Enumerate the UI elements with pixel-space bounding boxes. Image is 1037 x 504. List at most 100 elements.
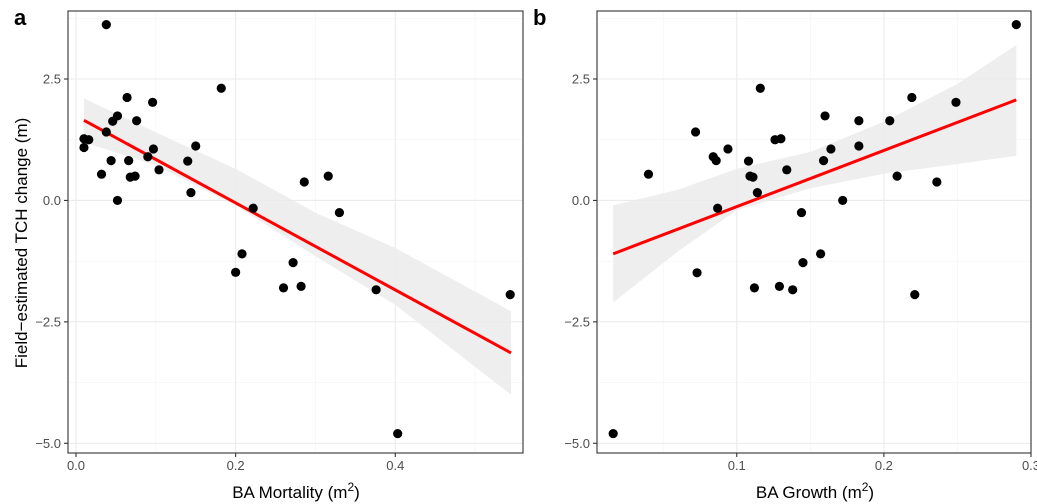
- panel-label-a: a: [14, 5, 27, 30]
- data-point-a-8: [112, 111, 123, 121]
- y-tick-label-b: −2.5: [564, 314, 590, 329]
- x-tick-label-b: 0.3: [1022, 458, 1037, 473]
- data-point-a-29: [299, 177, 309, 187]
- panel-border-a: [67, 10, 524, 454]
- data-point-a-24: [237, 249, 247, 259]
- x-axis-title-a-paren-open: (: [323, 483, 334, 502]
- regression-line-a: [83, 118, 512, 355]
- data-point-b-26: [854, 116, 864, 126]
- data-point-b-11: [749, 283, 760, 293]
- data-point-b-10: [748, 172, 758, 182]
- data-point-a-19: [183, 156, 193, 166]
- data-point-a-31: [334, 207, 345, 218]
- panel-border-b: [596, 10, 1032, 454]
- confidence-band-a: [83, 98, 512, 395]
- x-axis-title-a: BA Mortality (m2): [232, 480, 360, 502]
- data-point-a-0: [79, 142, 89, 153]
- data-point-b-2: [690, 127, 701, 137]
- x-axis-title-b: BA Growth (m2): [756, 480, 874, 502]
- data-point-b-31: [910, 290, 920, 300]
- confidence-band-b: [613, 45, 1017, 303]
- x-axis-title-a-unit: m: [333, 483, 347, 502]
- x-axis-title-b-text: BA Growth: [756, 483, 837, 502]
- y-tick-label-b: −5.0: [564, 436, 590, 451]
- data-point-b-7: [723, 144, 733, 154]
- y-tick-label-b: 2.5: [572, 72, 590, 87]
- data-point-a-6: [106, 156, 116, 166]
- x-axis-title-b-unit: m: [848, 483, 862, 502]
- y-tick-label-b: 0.0: [572, 193, 590, 208]
- data-point-a-33: [393, 428, 403, 439]
- panel-a-plot: 0.0 0.2 0.4 −5.0 −2.5 0.0 2.5: [35, 10, 524, 473]
- x-axis-title-b-paren-close: ): [868, 483, 874, 502]
- data-point-a-34: [505, 290, 515, 300]
- data-point-b-22: [818, 156, 829, 166]
- data-point-a-9: [112, 195, 123, 206]
- data-point-a-22: [216, 83, 226, 93]
- data-point-a-26: [278, 283, 289, 293]
- x-axis-title-b-paren-open: (: [837, 483, 848, 502]
- data-point-a-15: [143, 152, 153, 162]
- data-point-b-5: [711, 156, 721, 166]
- data-point-b-19: [796, 207, 807, 218]
- data-point-a-16: [148, 97, 158, 107]
- x-tick-label-a: 0.0: [67, 458, 85, 473]
- data-point-b-13: [755, 83, 765, 93]
- data-point-a-32: [371, 285, 381, 295]
- data-point-a-5: [101, 127, 111, 137]
- data-point-b-32: [932, 177, 942, 187]
- data-point-b-15: [774, 281, 785, 291]
- y-tick-label-a: 2.5: [43, 72, 61, 87]
- data-point-b-29: [892, 171, 902, 181]
- data-point-a-11: [124, 156, 134, 166]
- data-point-a-18: [154, 165, 164, 175]
- regression-line-b: [612, 98, 1017, 256]
- data-point-b-18: [788, 285, 798, 295]
- data-point-a-21: [191, 141, 201, 151]
- data-point-a-2: [84, 135, 94, 145]
- x-tick-label-b: 0.1: [728, 458, 746, 473]
- panel-b-plot: 0.1 0.2 0.3 −5.0 −2.5 0.0 2.5: [564, 10, 1037, 473]
- data-point-b-8: [743, 156, 754, 166]
- data-point-b-33: [951, 97, 961, 107]
- data-point-a-20: [186, 188, 196, 198]
- data-point-a-23: [231, 267, 241, 277]
- data-point-b-28: [885, 116, 895, 126]
- panel-label-b: b: [533, 5, 546, 30]
- data-point-a-10: [122, 92, 132, 103]
- x-axis-title-a-text: BA Mortality: [232, 483, 323, 502]
- y-tick-label-a: −2.5: [35, 314, 61, 329]
- x-tick-label-a: 0.4: [386, 458, 404, 473]
- data-point-b-6: [713, 203, 723, 213]
- x-tick-label-b: 0.2: [875, 458, 893, 473]
- x-tick-label-a: 0.2: [227, 458, 245, 473]
- data-point-a-27: [288, 258, 298, 268]
- data-point-b-3: [692, 268, 702, 278]
- x-axis-title-a-unit-exponent: 2: [347, 480, 354, 494]
- data-point-b-16: [776, 134, 786, 144]
- y-axis-title: Field−estimated TCH change (m): [12, 118, 31, 369]
- data-point-b-23: [820, 111, 830, 121]
- data-point-a-30: [323, 171, 333, 181]
- data-point-b-21: [816, 249, 826, 259]
- y-tick-label-a: 0.0: [43, 193, 61, 208]
- data-point-b-20: [798, 258, 808, 268]
- data-point-b-17: [782, 165, 792, 175]
- data-point-b-24: [826, 144, 836, 154]
- data-point-b-1: [643, 169, 654, 179]
- data-point-a-13: [130, 171, 140, 181]
- x-axis-title-b-unit-exponent: 2: [862, 480, 869, 494]
- y-tick-label-a: −5.0: [35, 436, 61, 451]
- data-point-b-34: [1011, 20, 1021, 30]
- data-point-b-12: [752, 188, 762, 198]
- data-point-a-17: [148, 144, 159, 154]
- data-point-b-27: [854, 141, 864, 151]
- data-point-a-3: [96, 169, 107, 179]
- data-point-a-14: [132, 116, 142, 126]
- x-axis-title-a-paren-close: ): [354, 483, 360, 502]
- data-point-a-28: [296, 281, 306, 291]
- data-point-b-30: [907, 92, 917, 103]
- data-point-a-4: [101, 20, 111, 30]
- data-point-b-0: [608, 428, 618, 439]
